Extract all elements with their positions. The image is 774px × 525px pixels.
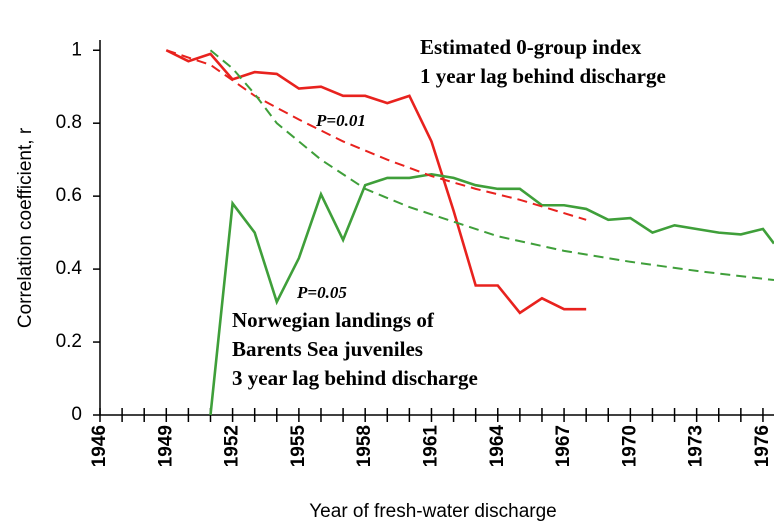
y-tick-label: 0.8 (56, 112, 82, 133)
annotation: Estimated 0-group index (420, 35, 642, 59)
annotation: 3 year lag behind discharge (232, 366, 478, 390)
annotation: 1 year lag behind discharge (420, 64, 666, 88)
x-tick-label: 1946 (89, 425, 110, 467)
series-line (209, 49, 774, 282)
x-tick-label: 1961 (420, 425, 441, 468)
y-tick-label: 0.2 (56, 331, 82, 352)
x-tick-label: 1952 (222, 425, 243, 467)
y-tick-label: 0 (71, 404, 82, 425)
x-tick-label: 1949 (155, 425, 176, 467)
annotation: Norwegian landings of (232, 308, 435, 332)
series-line (165, 49, 587, 315)
y-tick-label: 0.6 (56, 185, 82, 206)
y-tick-label: 0.4 (56, 258, 83, 279)
series-line (209, 172, 774, 416)
x-tick-label: 1964 (487, 425, 508, 468)
x-tick-label: 1976 (752, 425, 773, 467)
x-tick-label: 1958 (354, 425, 375, 467)
annotation: Barents Sea juveniles (232, 337, 423, 361)
x-tick-label: 1967 (553, 425, 574, 467)
series-label: P=0.05 (296, 283, 347, 302)
x-tick-label: 1970 (619, 425, 640, 467)
x-axis-title: Year of fresh-water discharge (309, 501, 556, 522)
series-line (165, 49, 587, 221)
y-axis-title: Correlation coefficient, r (15, 127, 36, 328)
x-tick-label: 1955 (288, 425, 309, 468)
x-tick-label: 1973 (686, 425, 707, 467)
series-label: P=0.01 (315, 111, 366, 130)
y-tick-label: 1 (71, 39, 82, 60)
